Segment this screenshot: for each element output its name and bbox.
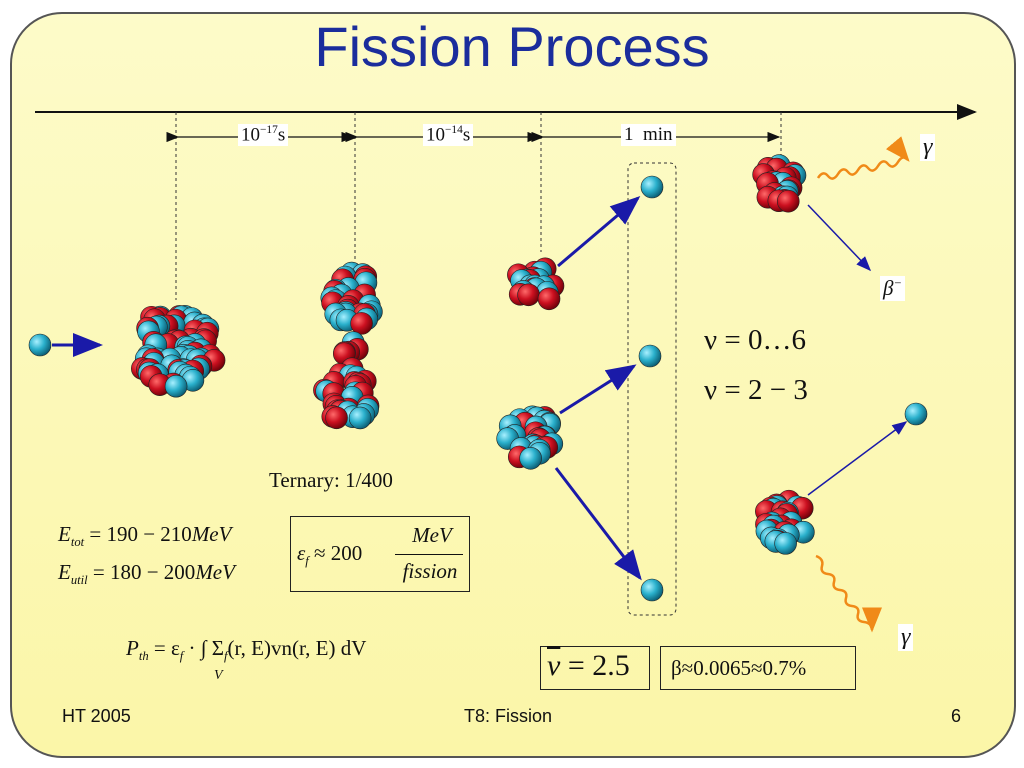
nu-range-equation: ν = 0…6 xyxy=(704,324,806,356)
interval-label-1: 10−17s xyxy=(238,124,289,147)
footer-left: HT 2005 xyxy=(62,706,131,726)
nu-typical-equation: ν = 2 − 3 xyxy=(704,374,808,406)
slide-title: Fission Process xyxy=(314,15,710,78)
beta-arrow xyxy=(807,204,872,272)
incoming-neutron xyxy=(28,333,52,357)
target-nucleus xyxy=(164,374,188,398)
gamma-wave-bottom xyxy=(815,554,882,633)
scission-lower-lobe xyxy=(348,406,372,430)
interval-label-2: 10−14s xyxy=(423,124,474,147)
decaying-fragment-beta xyxy=(776,189,800,213)
prompt-neutron-box xyxy=(627,162,677,616)
gamma-label-bottom: γ xyxy=(898,624,914,651)
fission-fragment-1 xyxy=(517,283,540,307)
delayed-neutron-arrow xyxy=(807,421,908,496)
beta-fraction-value: β≈0.0065≈0.7% xyxy=(671,656,807,680)
nu-bar-box: ν = 2.5 xyxy=(540,646,650,690)
fragment2-neutron-arrow-up xyxy=(559,364,637,415)
integral-limit: V xyxy=(214,668,223,683)
delayed-neutron xyxy=(904,402,928,426)
e-tot-equation: Etot = 190 − 210MeV xyxy=(58,522,232,550)
beta-label: β− xyxy=(880,276,905,301)
energy-per-fission-box: εf ≈ 200 MeV fission xyxy=(290,516,470,592)
fraction-bar xyxy=(395,554,463,555)
fragment2-neutron-arrow-down xyxy=(554,467,642,581)
e-util-equation: Eutil = 180 − 200MeV xyxy=(58,560,235,588)
epsilon-numerator: MeV xyxy=(412,523,452,547)
nu-bar-equation: ν = 2.5 xyxy=(547,649,630,682)
gamma-wave-top xyxy=(816,136,910,180)
interval-label-3: 1 min xyxy=(621,124,676,146)
gamma-label-top: γ xyxy=(920,134,936,161)
scission-lower-lobe xyxy=(325,406,348,430)
footer-page-number: 6 xyxy=(951,706,962,726)
prompt-neutron-1 xyxy=(640,175,664,199)
beta-fraction-box: β≈0.0065≈0.7% xyxy=(660,646,856,690)
prompt-neutron-2 xyxy=(638,344,662,368)
fragment1-neutron-arrow xyxy=(557,196,641,268)
fission-fragment-2 xyxy=(519,446,542,470)
epsilon-symbol: εf ≈ 200 xyxy=(297,541,363,569)
scission-upper-lobe xyxy=(350,312,373,335)
thermal-power-equation: Pth = εf · ∫ Σf(r, E)vn(r, E) dV xyxy=(126,636,367,664)
delayed-neutron-emitter xyxy=(774,532,797,555)
prompt-neutron-3 xyxy=(640,578,664,602)
footer-center: T8: Fission xyxy=(464,706,553,726)
fission-fragment-1 xyxy=(537,287,561,311)
epsilon-denominator: fission xyxy=(402,559,458,583)
ternary-note: Ternary: 1/400 xyxy=(269,468,393,492)
